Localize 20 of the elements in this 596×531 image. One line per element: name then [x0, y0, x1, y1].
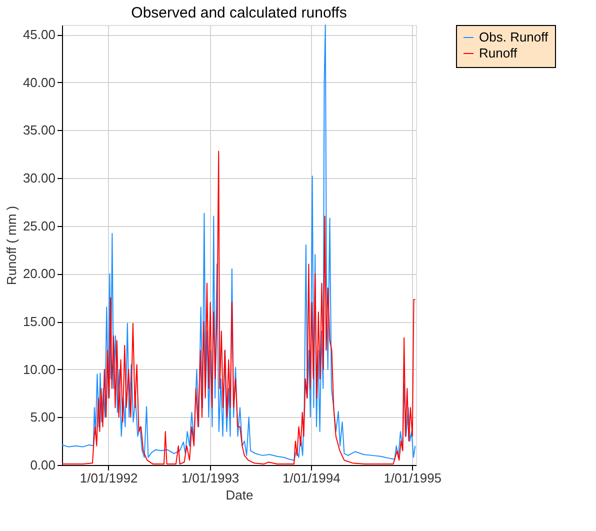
y-tick-label: 0.00: [30, 458, 56, 472]
y-tick-label: 25.00: [22, 218, 56, 234]
y-tick-label: 30.00: [22, 170, 56, 186]
y-tick-label: 45.00: [22, 27, 56, 42]
x-axis-title: Date: [226, 488, 254, 502]
y-tick-label: 35.00: [22, 122, 56, 138]
x-tick-label: 1/01/1995: [384, 470, 442, 486]
y-tick-label: 40.00: [22, 74, 56, 90]
y-tick-label: 15.00: [22, 314, 56, 330]
y-tick-label: 20.00: [22, 266, 56, 282]
y-tick-label: 5.00: [30, 410, 56, 425]
x-tick-label: 1/01/1993: [181, 470, 240, 486]
chart-title: Observed and calculated runoffs: [131, 4, 347, 22]
x-tick-label: 1/01/1992: [80, 470, 138, 486]
y-axis-title: Runoff ( mm ): [4, 206, 19, 286]
y-tick-label: 10.00: [22, 362, 56, 377]
x-tick-label: 1/01/1994: [282, 470, 340, 486]
legend-label: Runoff: [479, 46, 518, 60]
line-series: [62, 24, 416, 461]
legend-label: Obs. Runoff: [479, 30, 549, 44]
